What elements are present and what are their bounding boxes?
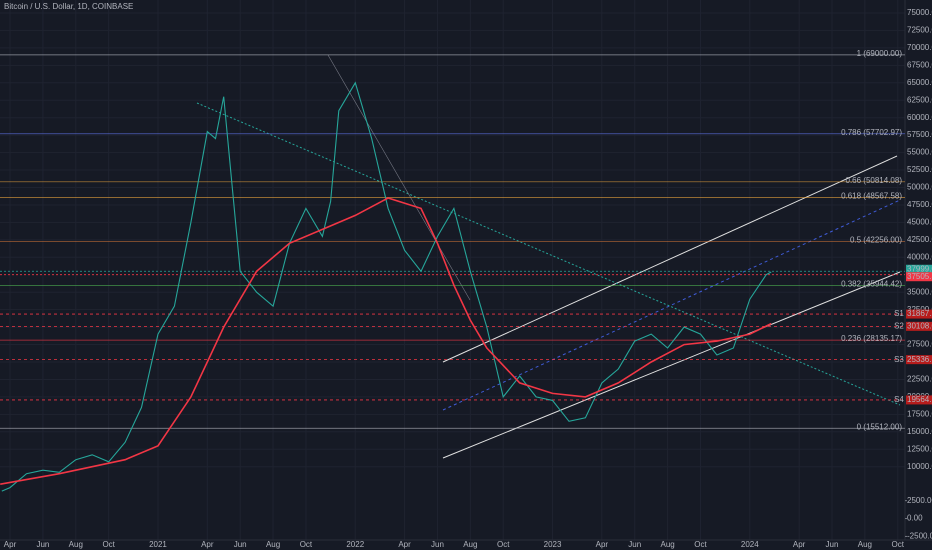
- y-tick-label: 10000.00: [907, 462, 932, 471]
- y2-tick-label: 2500.00: [907, 496, 932, 505]
- x-tick-label: Jun: [431, 540, 444, 549]
- x-tick-label: Aug: [660, 540, 674, 549]
- x-tick-label: Aug: [69, 540, 83, 549]
- fib-label: 0 (15512.00): [857, 422, 903, 431]
- y-tick-label: 17500.00: [907, 409, 932, 418]
- y-tick-label: 12500.00: [907, 444, 932, 453]
- y2-tick-label: 0.00: [907, 514, 923, 523]
- y-tick-label: 45000.00: [907, 218, 932, 227]
- downtrend-line: [196, 102, 901, 406]
- x-tick-label: Oct: [694, 540, 707, 549]
- y-tick-label: 35000.00: [907, 287, 932, 296]
- x-tick-label: Apr: [398, 540, 411, 549]
- level-value: 25336.53: [907, 355, 932, 364]
- level-name: S2: [894, 321, 904, 330]
- x-tick-label: Aug: [266, 540, 280, 549]
- x-tick-label: Aug: [858, 540, 872, 549]
- x-tick-label: Jun: [36, 540, 49, 549]
- fib-label: 0.236 (28135.17): [841, 334, 902, 343]
- level-tag: [906, 395, 932, 405]
- y-tick-label: 57500.00: [907, 130, 932, 139]
- y-tick-label: 55000.00: [907, 148, 932, 157]
- x-tick-label: 2021: [149, 540, 167, 549]
- y-tick-label: 65000.00: [907, 78, 932, 87]
- x-tick-label: Apr: [4, 540, 17, 549]
- level-tag: [906, 355, 932, 365]
- fib-label: 1 (69000.00): [857, 49, 903, 58]
- grid: [0, 0, 905, 540]
- level-tag: [906, 309, 932, 319]
- y-tick-label: 72500.00: [907, 26, 932, 35]
- x-tick-label: Jun: [628, 540, 641, 549]
- y-tick-label: 60000.00: [907, 113, 932, 122]
- price-tag-value: 37505.32: [907, 272, 932, 281]
- price-tag: [906, 272, 932, 282]
- x-tick-label: Apr: [793, 540, 806, 549]
- y-tick-label: 75000.00: [907, 8, 932, 17]
- price-tag-value: 37999.00: [907, 264, 932, 273]
- price-tag: [906, 264, 932, 274]
- level-value: 31867.21: [907, 309, 932, 318]
- y-tick-label: 67500.00: [907, 60, 932, 69]
- y-tick-label: 22500.00: [907, 375, 932, 384]
- y-tick-label: 42500.00: [907, 235, 932, 244]
- level-value: 19564.52: [907, 395, 932, 404]
- x-tick-label: Oct: [300, 540, 313, 549]
- y-tick-label: 27500.00: [907, 340, 932, 349]
- x-tick-label: Apr: [201, 540, 214, 549]
- x-tick-label: Apr: [596, 540, 609, 549]
- channel-upper: [442, 155, 898, 363]
- x-tick-label: Jun: [826, 540, 839, 549]
- x-tick-label: Oct: [102, 540, 115, 549]
- x-tick-label: 2022: [346, 540, 364, 549]
- x-tick-label: Oct: [892, 540, 905, 549]
- y-tick-label: 40000.00: [907, 252, 932, 261]
- x-tick-label: 2024: [741, 540, 759, 549]
- fib-label: 0.618 (48567.58): [841, 192, 902, 201]
- level-name: S3: [894, 355, 904, 364]
- level-value: 30108.03: [907, 321, 932, 330]
- y-tick-label: 70000.00: [907, 43, 932, 52]
- price-line-series: [1, 81, 772, 492]
- level-name: S4: [894, 395, 904, 404]
- y-tick-label: 47500.00: [907, 200, 932, 209]
- fib-label: 0.786 (57702.97): [841, 128, 902, 137]
- level-tag: [906, 321, 932, 331]
- y-tick-label: 52500.00: [907, 165, 932, 174]
- level-name: S1: [894, 309, 904, 318]
- x-tick-label: Oct: [497, 540, 510, 549]
- fib-label: 0.66 (50814.08): [846, 176, 903, 185]
- y-tick-label: 32500.00: [907, 305, 932, 314]
- y-tick-label: 62500.00: [907, 95, 932, 104]
- y-tick-label: 50000.00: [907, 183, 932, 192]
- chart-title: Bitcoin / U.S. Dollar, 1D, COINBASE: [4, 2, 133, 11]
- price-line-series: [0, 197, 772, 485]
- trend-line: [327, 54, 471, 301]
- y-tick-label: 15000.00: [907, 427, 932, 436]
- fib-label: 0.5 (42256.00): [850, 236, 902, 245]
- fib-label: 0.382 (35944.42): [841, 280, 902, 289]
- channel-lower: [442, 271, 901, 459]
- x-tick-label: Jun: [234, 540, 247, 549]
- x-tick-label: Aug: [463, 540, 477, 549]
- y2-tick-label: -2500.00: [907, 532, 932, 541]
- x-tick-label: 2023: [544, 540, 562, 549]
